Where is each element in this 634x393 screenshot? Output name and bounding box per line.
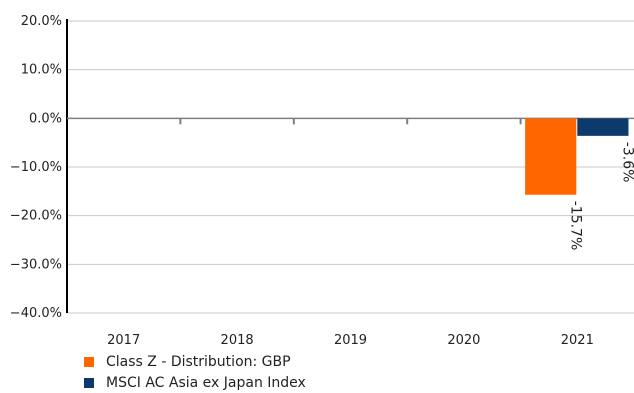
- x-tick-label: 2020: [447, 333, 480, 348]
- bar-chart: 20.0% 10.0% 0.0% −10.0% −20.0% −30.0% −40.0% 2…: [10, 14, 634, 348]
- gridlines: [67, 20, 634, 314]
- x-axis: 2017 2018 2019 2020 2021: [67, 117, 634, 348]
- y-tick-label: −20.0%: [10, 209, 62, 224]
- data-label: -3.6%: [619, 142, 634, 183]
- x-tick-label: 2018: [221, 333, 254, 348]
- bar: [525, 118, 577, 195]
- x-tick-label: 2021: [561, 333, 594, 348]
- legend-item-fund: Class Z - Distribution: GBP: [84, 351, 306, 372]
- data-labels: -15.7% -3.6%: [567, 142, 634, 250]
- legend-swatch-fund: [84, 356, 94, 367]
- data-label: -15.7%: [567, 201, 583, 251]
- x-tick-label: 2017: [107, 333, 140, 348]
- legend-item-index: MSCI AC Asia ex Japan Index: [84, 372, 306, 393]
- y-tick-label: 0.0%: [29, 111, 62, 126]
- y-tick-label: 10.0%: [21, 63, 62, 78]
- bar: [577, 118, 629, 136]
- legend-label-index: MSCI AC Asia ex Japan Index: [106, 374, 306, 391]
- legend-label-fund: Class Z - Distribution: GBP: [106, 353, 291, 370]
- y-tick-label: −40.0%: [10, 306, 62, 321]
- legend: Class Z - Distribution: GBP MSCI AC Asia…: [84, 351, 306, 393]
- y-tick-label: 20.0%: [21, 14, 62, 29]
- y-axis: 20.0% 10.0% 0.0% −10.0% −20.0% −30.0% −40.0%: [10, 14, 68, 321]
- bars: [525, 118, 629, 195]
- y-tick-label: −10.0%: [10, 160, 62, 175]
- x-tick-label: 2019: [334, 333, 367, 348]
- y-tick-label: −30.0%: [10, 257, 62, 272]
- legend-swatch-index: [84, 377, 94, 388]
